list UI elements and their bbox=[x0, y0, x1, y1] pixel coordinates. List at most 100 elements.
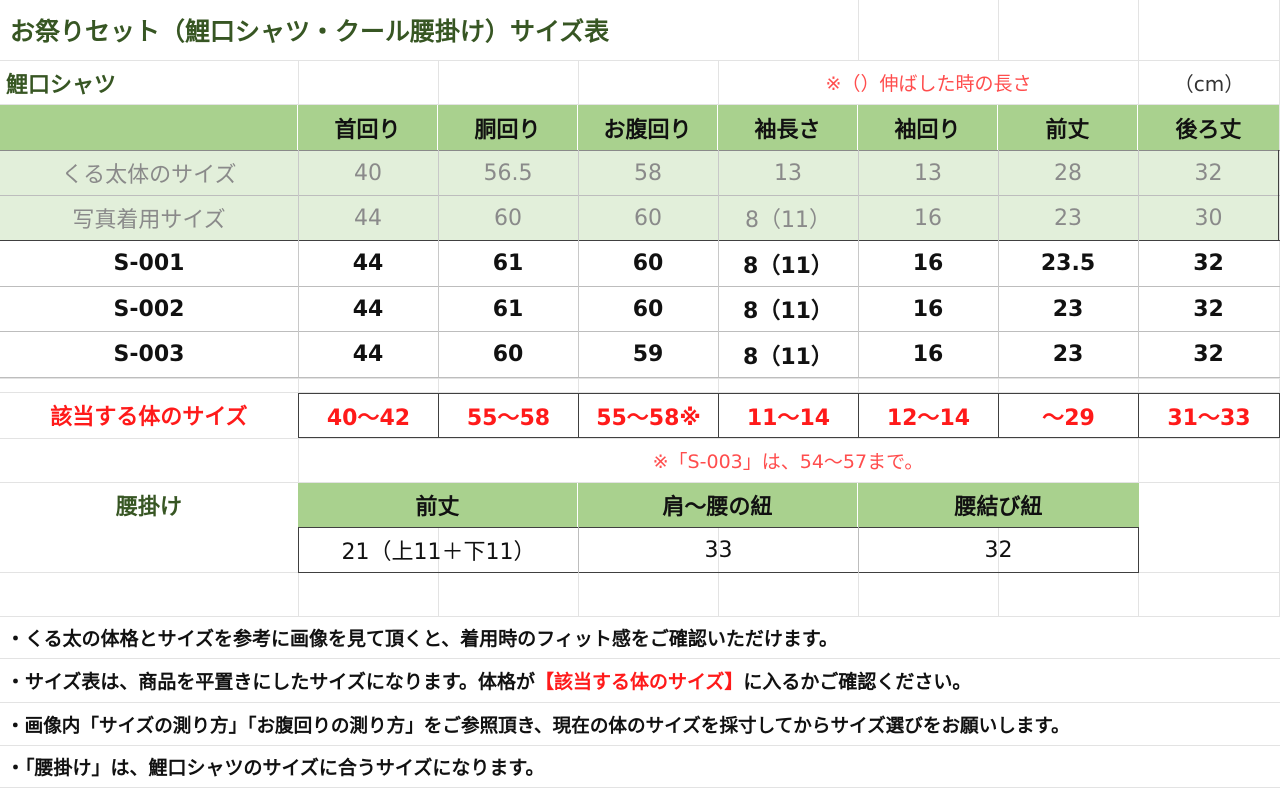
table-cell: 60 bbox=[492, 342, 524, 367]
gridline bbox=[0, 438, 1280, 439]
koshikake-section-label: 腰掛け bbox=[0, 483, 298, 527]
table-border bbox=[998, 393, 999, 438]
gridline bbox=[0, 392, 1280, 393]
fit-cell: ～29 bbox=[1042, 405, 1095, 431]
table-cell: 44 bbox=[352, 251, 384, 276]
table-cell: 40 bbox=[298, 151, 438, 195]
table-border bbox=[0, 331, 1280, 332]
column-header: お腹回り bbox=[578, 105, 718, 150]
table-cell: 30 bbox=[1138, 196, 1279, 240]
gridline bbox=[0, 658, 1280, 659]
table-border bbox=[0, 240, 1280, 241]
table-cell: 23 bbox=[1052, 296, 1084, 322]
row-label: S-003 bbox=[113, 342, 185, 367]
table-cell: 16 bbox=[912, 296, 944, 322]
koshikake-value-box bbox=[298, 527, 1139, 573]
table-cell: 23 bbox=[998, 196, 1138, 240]
row-label: くる太体のサイズ bbox=[0, 151, 298, 195]
gridline bbox=[0, 702, 1280, 703]
koshikake-column-header: 肩～腰の紐 bbox=[578, 483, 858, 527]
table-cell: 32 bbox=[1193, 342, 1224, 367]
koshikake-cell: 21（上11＋下11） bbox=[341, 540, 536, 565]
header-corner bbox=[0, 105, 298, 150]
table-cell: 60 bbox=[438, 196, 578, 240]
table-border bbox=[438, 393, 439, 438]
fit-note: ※「S-003」は、54～57まで。 bbox=[438, 439, 1138, 482]
table-cell: 58 bbox=[578, 151, 718, 195]
note-text: ・サイズ表は、商品を平置きにしたサイズになります。体格が bbox=[6, 671, 535, 693]
table-border bbox=[438, 150, 439, 377]
table-cell: 60 bbox=[632, 251, 664, 276]
fit-cell: 12～14 bbox=[886, 405, 971, 431]
gridline bbox=[0, 616, 1280, 617]
column-header: 胴回り bbox=[438, 105, 578, 150]
table-cell: 32 bbox=[1193, 296, 1224, 322]
gridline bbox=[0, 60, 1280, 61]
column-header: 袖長さ bbox=[718, 105, 858, 150]
table-cell: 44 bbox=[352, 296, 384, 322]
koshikake-column-header: 腰結び紐 bbox=[858, 483, 1139, 527]
table-cell: 44 bbox=[352, 342, 384, 367]
table-cell: 56.5 bbox=[438, 151, 578, 195]
koshikake-cell: 32 bbox=[984, 537, 1013, 563]
table-border bbox=[578, 393, 579, 438]
table-cell: 8（11） bbox=[718, 196, 858, 240]
table-border bbox=[1138, 150, 1139, 377]
table-border bbox=[858, 393, 859, 438]
table-cell: 8（11） bbox=[743, 299, 833, 324]
table-border bbox=[578, 527, 579, 573]
note-text: ・くる太の体格とサイズを参考に画像を見て頂くと、着用時のフィット感をご確認いただ… bbox=[6, 628, 839, 650]
row-label: S-002 bbox=[113, 296, 185, 322]
table-border bbox=[0, 377, 1280, 378]
koshikake-column-header: 前丈 bbox=[298, 483, 578, 527]
note-text: ・画像内「サイズの測り方」「お腹回りの測り方」をご参照頂き、現在の体のサイズを採… bbox=[6, 715, 1070, 737]
table-cell: 16 bbox=[912, 251, 944, 276]
table-cell: 13 bbox=[718, 151, 858, 195]
column-header: 後ろ丈 bbox=[1138, 105, 1279, 150]
note-line: ・サイズ表は、商品を平置きにしたサイズになります。体格が 【該当する体のサイズ】… bbox=[0, 659, 1280, 702]
table-border bbox=[718, 150, 719, 377]
table-cell: 8（11） bbox=[743, 344, 833, 370]
table-border bbox=[0, 150, 1280, 151]
fit-cell: 55～58 bbox=[466, 405, 551, 431]
page-title: お祭りセット（鯉口シャツ・クール腰掛け）サイズ表 bbox=[0, 0, 858, 60]
table-cell: 16 bbox=[912, 342, 944, 367]
table-border bbox=[578, 150, 579, 377]
row-label: 写真着用サイズ bbox=[0, 196, 298, 240]
fit-cell: 11～14 bbox=[746, 405, 831, 431]
note-line: ・「腰掛け」は、鯉口シャツのサイズに合うサイズになります。 bbox=[0, 746, 1280, 787]
table-cell: 8（11） bbox=[743, 253, 833, 279]
unit-label: （cm） bbox=[1173, 72, 1245, 96]
note-line: ・画像内「サイズの測り方」「お腹回りの測り方」をご参照頂き、現在の体のサイズを採… bbox=[0, 703, 1280, 745]
table-cell: 60 bbox=[578, 196, 718, 240]
fit-row-label: 該当する体のサイズ bbox=[0, 393, 298, 437]
gridline bbox=[0, 378, 1280, 379]
table-cell: 16 bbox=[858, 196, 998, 240]
note-highlight: 【該当する体のサイズ】 bbox=[534, 671, 744, 693]
row-label: S-001 bbox=[113, 251, 185, 276]
note-text: ・「腰掛け」は、鯉口シャツのサイズに合うサイズになります。 bbox=[6, 757, 545, 779]
note-text: に入るかご確認ください。 bbox=[743, 671, 972, 693]
table-cell: 23 bbox=[1052, 342, 1084, 367]
gridline bbox=[0, 745, 1280, 746]
table-border bbox=[298, 150, 299, 377]
koshikake-cell: 33 bbox=[704, 537, 733, 563]
table-border bbox=[1278, 150, 1279, 240]
table-cell: 28 bbox=[998, 151, 1138, 195]
table-cell: 13 bbox=[858, 151, 998, 195]
table-border bbox=[858, 527, 859, 573]
gridline bbox=[0, 104, 1280, 105]
table-border bbox=[0, 286, 1280, 287]
note-line: ・くる太の体格とサイズを参考に画像を見て頂くと、着用時のフィット感をご確認いただ… bbox=[0, 617, 1280, 658]
table-cell: 61 bbox=[492, 296, 524, 322]
stretch-note: ※（）伸ばした時の長さ bbox=[719, 61, 1138, 104]
fit-cell: 31～33 bbox=[1167, 405, 1251, 431]
table-cell: 60 bbox=[632, 296, 664, 322]
table-border bbox=[718, 393, 719, 438]
fit-cell: 55～58※ bbox=[596, 405, 701, 431]
column-header: 首回り bbox=[298, 105, 438, 150]
table-cell: 44 bbox=[298, 196, 438, 240]
column-header: 前丈 bbox=[998, 105, 1138, 150]
shirt-section-label: 鯉口シャツ bbox=[0, 61, 298, 104]
table-cell: 32 bbox=[1138, 151, 1279, 195]
